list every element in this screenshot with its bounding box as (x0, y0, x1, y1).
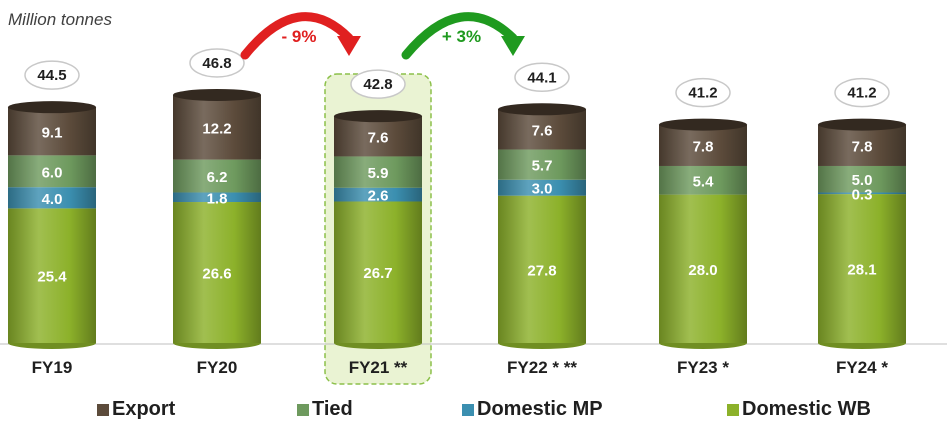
bar-segment-tied-fy21 (334, 156, 422, 188)
category-label-fy19: FY19 (32, 358, 73, 377)
value-label-tied-fy19: 6.0 (42, 164, 63, 181)
unit-label: Million tonnes (8, 10, 112, 29)
bar-segment-domestic-mp-fy22 (498, 179, 586, 196)
legend-label-export: Export (112, 398, 176, 420)
bar-top-cap-fy24 (818, 118, 906, 131)
value-label-export-fy23: 7.8 (693, 138, 714, 155)
stacked-cylinder-chart: 25.4 4.0 6.0 9.1 44.5 FY19 26.6 1.8 6.2 12.2 46.8 F… (0, 12, 947, 385)
bar-segment-export-fy19 (8, 107, 96, 156)
value-label-export-fy21: 7.6 (368, 129, 389, 146)
legend-label-domestic-mp: Domestic MP (477, 398, 603, 420)
bar-segment-domestic-wb-fy21 (334, 201, 422, 343)
bar-segment-domestic-mp-fy21 (334, 187, 422, 202)
value-label-tied-fy22: 5.7 (532, 158, 553, 175)
total-bubble-fy24 (834, 77, 890, 108)
legend-swatch-tied (297, 403, 309, 416)
change-arrow-head-1 (501, 36, 525, 56)
value-label-domestic-wb-fy22: 27.8 (527, 262, 556, 279)
value-label-domestic-mp-fy20: 1.8 (207, 190, 228, 207)
total-bubble-fy21 (350, 69, 406, 99)
value-label-tied-fy23: 5.4 (693, 173, 715, 190)
bar-segment-domestic-mp-fy20 (173, 192, 261, 203)
legend-label-tied: Tied (312, 398, 353, 420)
total-label-fy23: 41.2 (688, 85, 717, 102)
bar-segment-export-fy21 (334, 116, 422, 157)
value-label-domestic-mp-fy22: 3.0 (532, 181, 553, 198)
bar-top-cap-fy20 (173, 88, 261, 101)
category-label-fy20: FY20 (197, 358, 238, 377)
value-label-domestic-wb-fy23: 28.0 (688, 262, 717, 279)
value-label-export-fy20: 12.2 (202, 120, 231, 137)
bar-top-cap-fy19 (8, 101, 96, 114)
legend-item-domestic-wb: Domestic WB (727, 398, 871, 421)
total-bubble-fy19 (24, 60, 80, 90)
total-label-fy21: 42.8 (363, 76, 392, 93)
value-label-tied-fy21: 5.9 (368, 165, 389, 182)
total-label-fy24: 41.2 (847, 85, 876, 102)
bar-segment-export-fy20 (173, 94, 261, 160)
legend-item-tied: Tied (297, 398, 353, 421)
bar-segment-tied-fy19 (8, 155, 96, 188)
total-bubble-fy20 (189, 48, 245, 78)
category-label-fy21: FY21 ** (349, 358, 408, 377)
bar-segment-domestic-wb-fy19 (8, 208, 96, 343)
change-label-0: - 9% (282, 27, 317, 46)
value-label-export-fy22: 7.6 (532, 122, 553, 139)
value-label-domestic-mp-fy21: 2.6 (368, 188, 389, 205)
legend-swatch-domestic-wb (727, 403, 739, 416)
bar-segment-tied-fy23 (659, 165, 747, 195)
legend-label-domestic-wb: Domestic WB (742, 398, 871, 420)
category-label-fy24: FY24 * (836, 358, 888, 377)
value-label-tied-fy24: 5.0 (852, 172, 873, 189)
bar-segment-domestic-mp-fy24 (818, 192, 906, 195)
bar-segment-tied-fy22 (498, 149, 586, 180)
category-label-fy23: FY23 * (677, 358, 729, 377)
total-bubble-fy23 (675, 77, 731, 108)
value-label-domestic-mp-fy19: 4.0 (42, 191, 63, 208)
value-label-export-fy24: 7.8 (852, 138, 873, 155)
total-label-fy20: 46.8 (202, 55, 231, 72)
bar-top-cap-fy22 (498, 103, 586, 116)
total-label-fy22: 44.1 (527, 69, 556, 86)
change-arrow-0 (240, 12, 354, 60)
category-label-fy22: FY22 * ** (507, 358, 577, 377)
bar-segment-tied-fy20 (173, 159, 261, 193)
bar-segment-domestic-wb-fy24 (818, 194, 906, 343)
bar-segment-domestic-wb-fy22 (498, 195, 586, 343)
change-arrow-head-0 (337, 36, 361, 56)
bar-segment-domestic-wb-fy20 (173, 202, 261, 343)
value-label-domestic-wb-fy20: 26.6 (202, 266, 231, 283)
legend-item-domestic-mp: Domestic MP (462, 398, 603, 421)
value-label-domestic-wb-fy19: 25.4 (37, 269, 67, 286)
legend-swatch-export (97, 403, 109, 416)
change-label-1: + 3% (442, 27, 481, 46)
bar-top-cap-fy23 (659, 118, 747, 131)
bar-segment-domestic-wb-fy23 (659, 194, 747, 343)
change-arrow-1 (401, 12, 518, 60)
bar-segment-domestic-mp-fy19 (8, 187, 96, 209)
total-bubble-fy22 (514, 62, 570, 93)
legend-swatch-domestic-mp (462, 403, 474, 416)
value-label-domestic-wb-fy21: 26.7 (363, 265, 392, 282)
legend: Export Tied Domestic MP Domestic WB (0, 398, 947, 423)
value-label-tied-fy20: 6.2 (207, 169, 228, 186)
value-label-domestic-wb-fy24: 28.1 (847, 262, 876, 279)
legend-item-export: Export (97, 398, 175, 421)
bar-segment-export-fy22 (498, 109, 586, 150)
total-label-fy19: 44.5 (37, 67, 66, 84)
bar-top-cap-fy21 (334, 110, 422, 123)
bar-segment-tied-fy24 (818, 165, 906, 193)
bar-segment-export-fy24 (818, 124, 906, 166)
bar-segment-export-fy23 (659, 124, 747, 166)
value-label-domestic-mp-fy24: 0.3 (852, 186, 873, 203)
value-label-export-fy19: 9.1 (42, 124, 63, 141)
